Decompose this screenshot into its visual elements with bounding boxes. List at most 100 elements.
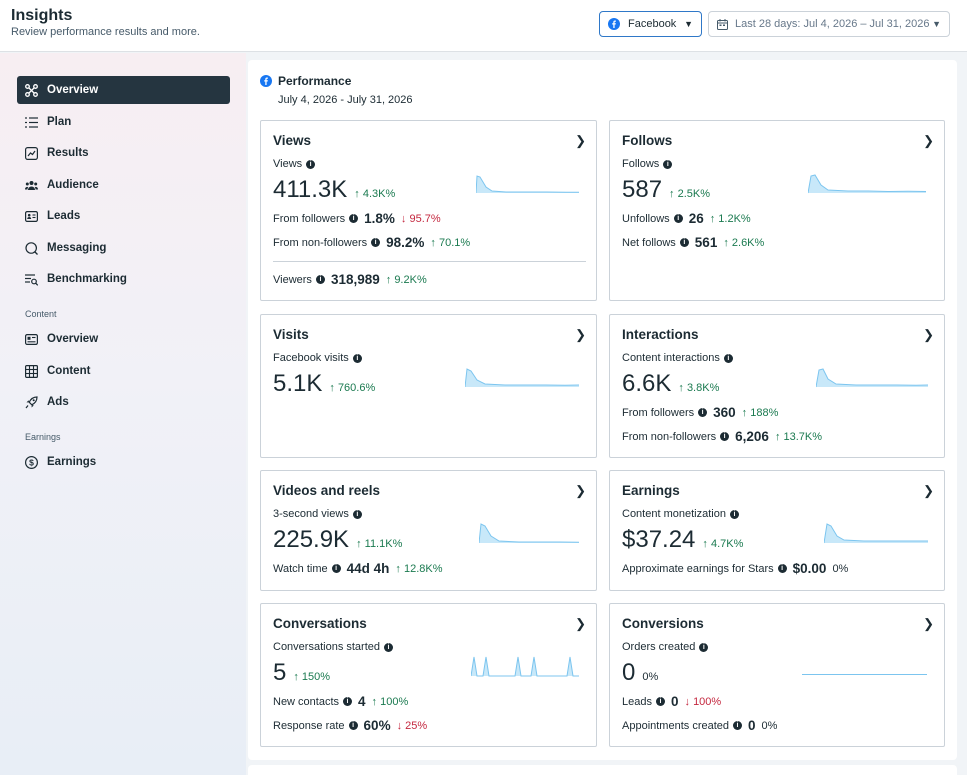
info-icon[interactable]: i: [315, 275, 325, 284]
info-icon[interactable]: i: [673, 214, 683, 223]
interactions-from-followers-row: From followers i 360 ↑ 188%: [622, 405, 779, 420]
card-title: Visits: [273, 327, 309, 342]
info-icon[interactable]: i: [349, 214, 359, 223]
metric-value: 411.3K ↑ 4.3K%: [273, 176, 396, 203]
delta-badge: ↑ 760.6%: [329, 382, 376, 394]
delta-badge: ↑ 150%: [293, 671, 331, 683]
chevron-right-icon[interactable]: ❯: [575, 616, 586, 631]
info-icon[interactable]: i: [729, 509, 739, 519]
list-icon: [25, 116, 38, 129]
info-icon[interactable]: i: [306, 159, 316, 169]
info-icon[interactable]: i: [720, 432, 730, 441]
info-icon[interactable]: i: [348, 721, 358, 730]
performance-title: Performance: [278, 74, 352, 88]
sidebar-item-content[interactable]: Content: [17, 357, 230, 385]
metric-label: Conversations started i: [273, 641, 393, 653]
info-icon[interactable]: i: [777, 564, 787, 573]
trend-icon: [25, 146, 38, 160]
chevron-right-icon[interactable]: ❯: [923, 616, 934, 631]
sidebar-item-ads[interactable]: Ads: [17, 388, 230, 416]
chevron-right-icon[interactable]: ❯: [575, 327, 586, 342]
rocket-icon: [25, 395, 38, 409]
sparkline: [465, 368, 580, 388]
metric-value: 587 ↑ 2.5K%: [622, 176, 711, 203]
chevron-down-icon: ▼: [684, 19, 693, 29]
sidebar-section-content: Content: [25, 309, 57, 319]
interactions-card[interactable]: Interactions ❯ Content interactions i 6.6…: [609, 314, 945, 458]
delta-badge: ↑ 11.1K%: [356, 538, 403, 550]
conversations-card[interactable]: Conversations ❯ Conversations started i 5…: [260, 603, 597, 747]
sidebar-item-label: Benchmarking: [47, 273, 127, 285]
sparkline: [471, 656, 579, 677]
from-non-followers-row: From non-followers i 98.2% ↑ 70.1%: [273, 235, 471, 250]
sidebar-item-label: Audience: [47, 179, 99, 191]
sparkline: [816, 368, 929, 388]
sidebar-item-label: Messaging: [47, 242, 107, 254]
chevron-down-icon: ▼: [932, 19, 941, 29]
info-icon[interactable]: i: [699, 642, 709, 652]
info-icon[interactable]: i: [343, 697, 353, 706]
earnings-card[interactable]: Earnings ❯ Content monetization i $37.24 ↑…: [609, 470, 945, 591]
page-title: Insights: [11, 7, 73, 24]
card-title: Videos and reels: [273, 483, 381, 498]
metric-label: Views i: [273, 158, 316, 170]
chevron-right-icon[interactable]: ❯: [923, 133, 934, 148]
videos-reels-card[interactable]: Videos and reels ❯ 3-second views i 225.9…: [260, 470, 597, 591]
chevron-right-icon[interactable]: ❯: [923, 327, 934, 342]
metric-label: Orders created i: [622, 641, 709, 653]
watch-time-row: Watch time i 44d 4h ↑ 12.8K%: [273, 561, 443, 576]
sidebar-item-overview[interactable]: Overview: [17, 76, 230, 104]
info-icon[interactable]: i: [655, 697, 665, 706]
info-icon[interactable]: i: [698, 408, 708, 417]
stars-earnings-row: Approximate earnings for Stars i $0.00 0%: [622, 561, 849, 576]
dollar-icon: $: [25, 455, 38, 469]
card-title: Interactions: [622, 327, 699, 342]
date-range-picker[interactable]: Last 28 days: Jul 4, 2026 – Jul 31, 2026…: [708, 11, 950, 37]
sidebar-item-label: Results: [47, 147, 89, 159]
follows-card[interactable]: Follows ❯ Follows i 587 ↑ 2.5K% Unfollows i…: [609, 120, 945, 301]
sidebar-item-label: Earnings: [47, 456, 97, 468]
sidebar-item-plan[interactable]: Plan: [17, 108, 230, 136]
sparkline: [808, 174, 927, 194]
card-title: Conversions: [622, 616, 704, 631]
net-follows-row: Net follows i 561 ↑ 2.6K%: [622, 235, 765, 250]
sidebar-item-benchmarking[interactable]: Benchmarking: [17, 265, 230, 293]
interactions-from-non-followers-row: From non-followers i 6,206 ↑ 13.7K%: [622, 429, 823, 444]
sidebar-item-content-overview[interactable]: Overview: [17, 325, 230, 353]
sidebar: [0, 53, 246, 775]
sidebar-item-messaging[interactable]: Messaging: [17, 234, 230, 262]
divider: [273, 261, 586, 262]
chevron-right-icon[interactable]: ❯: [923, 483, 934, 498]
sidebar-section-earnings: Earnings: [25, 432, 61, 442]
sidebar-item-label: Ads: [47, 396, 69, 408]
new-contacts-row: New contacts i 4 ↑ 100%: [273, 694, 409, 709]
chevron-right-icon[interactable]: ❯: [575, 133, 586, 148]
sidebar-item-leads[interactable]: Leads: [17, 202, 230, 230]
sidebar-item-earnings[interactable]: $ Earnings: [17, 448, 230, 476]
views-card[interactable]: Views ❯ Views i 411.3K ↑ 4.3K% From follow…: [260, 120, 597, 301]
chevron-right-icon[interactable]: ❯: [575, 483, 586, 498]
platform-dropdown[interactable]: Facebook ▼: [599, 11, 702, 37]
page-header: Insights Review performance results and …: [0, 0, 967, 52]
info-icon[interactable]: i: [331, 564, 341, 573]
info-icon[interactable]: i: [371, 238, 381, 247]
conversions-card[interactable]: Conversions ❯ Orders created i 0 0% Leads i…: [609, 603, 945, 747]
info-icon[interactable]: i: [352, 509, 362, 519]
info-icon[interactable]: i: [663, 159, 673, 169]
info-icon[interactable]: i: [352, 353, 362, 363]
facebook-icon: [260, 75, 272, 87]
card-title: Conversations: [273, 616, 367, 631]
card-title: Follows: [622, 133, 673, 148]
metric-label: Facebook visits i: [273, 352, 362, 364]
sidebar-item-results[interactable]: Results: [17, 139, 230, 167]
visits-card[interactable]: Visits ❯ Facebook visits i 5.1K ↑ 760.6%: [260, 314, 597, 458]
sidebar-item-label: Content: [47, 365, 91, 377]
sidebar-item-audience[interactable]: Audience: [17, 171, 230, 199]
info-icon[interactable]: i: [384, 642, 393, 652]
delta-badge: ↑ 2.5K%: [669, 188, 711, 200]
info-icon[interactable]: i: [723, 353, 733, 363]
delta-badge: ↑ 3.8K%: [678, 382, 720, 394]
info-icon[interactable]: i: [679, 238, 689, 247]
info-icon[interactable]: i: [733, 721, 743, 730]
next-section-panel: [248, 765, 957, 775]
